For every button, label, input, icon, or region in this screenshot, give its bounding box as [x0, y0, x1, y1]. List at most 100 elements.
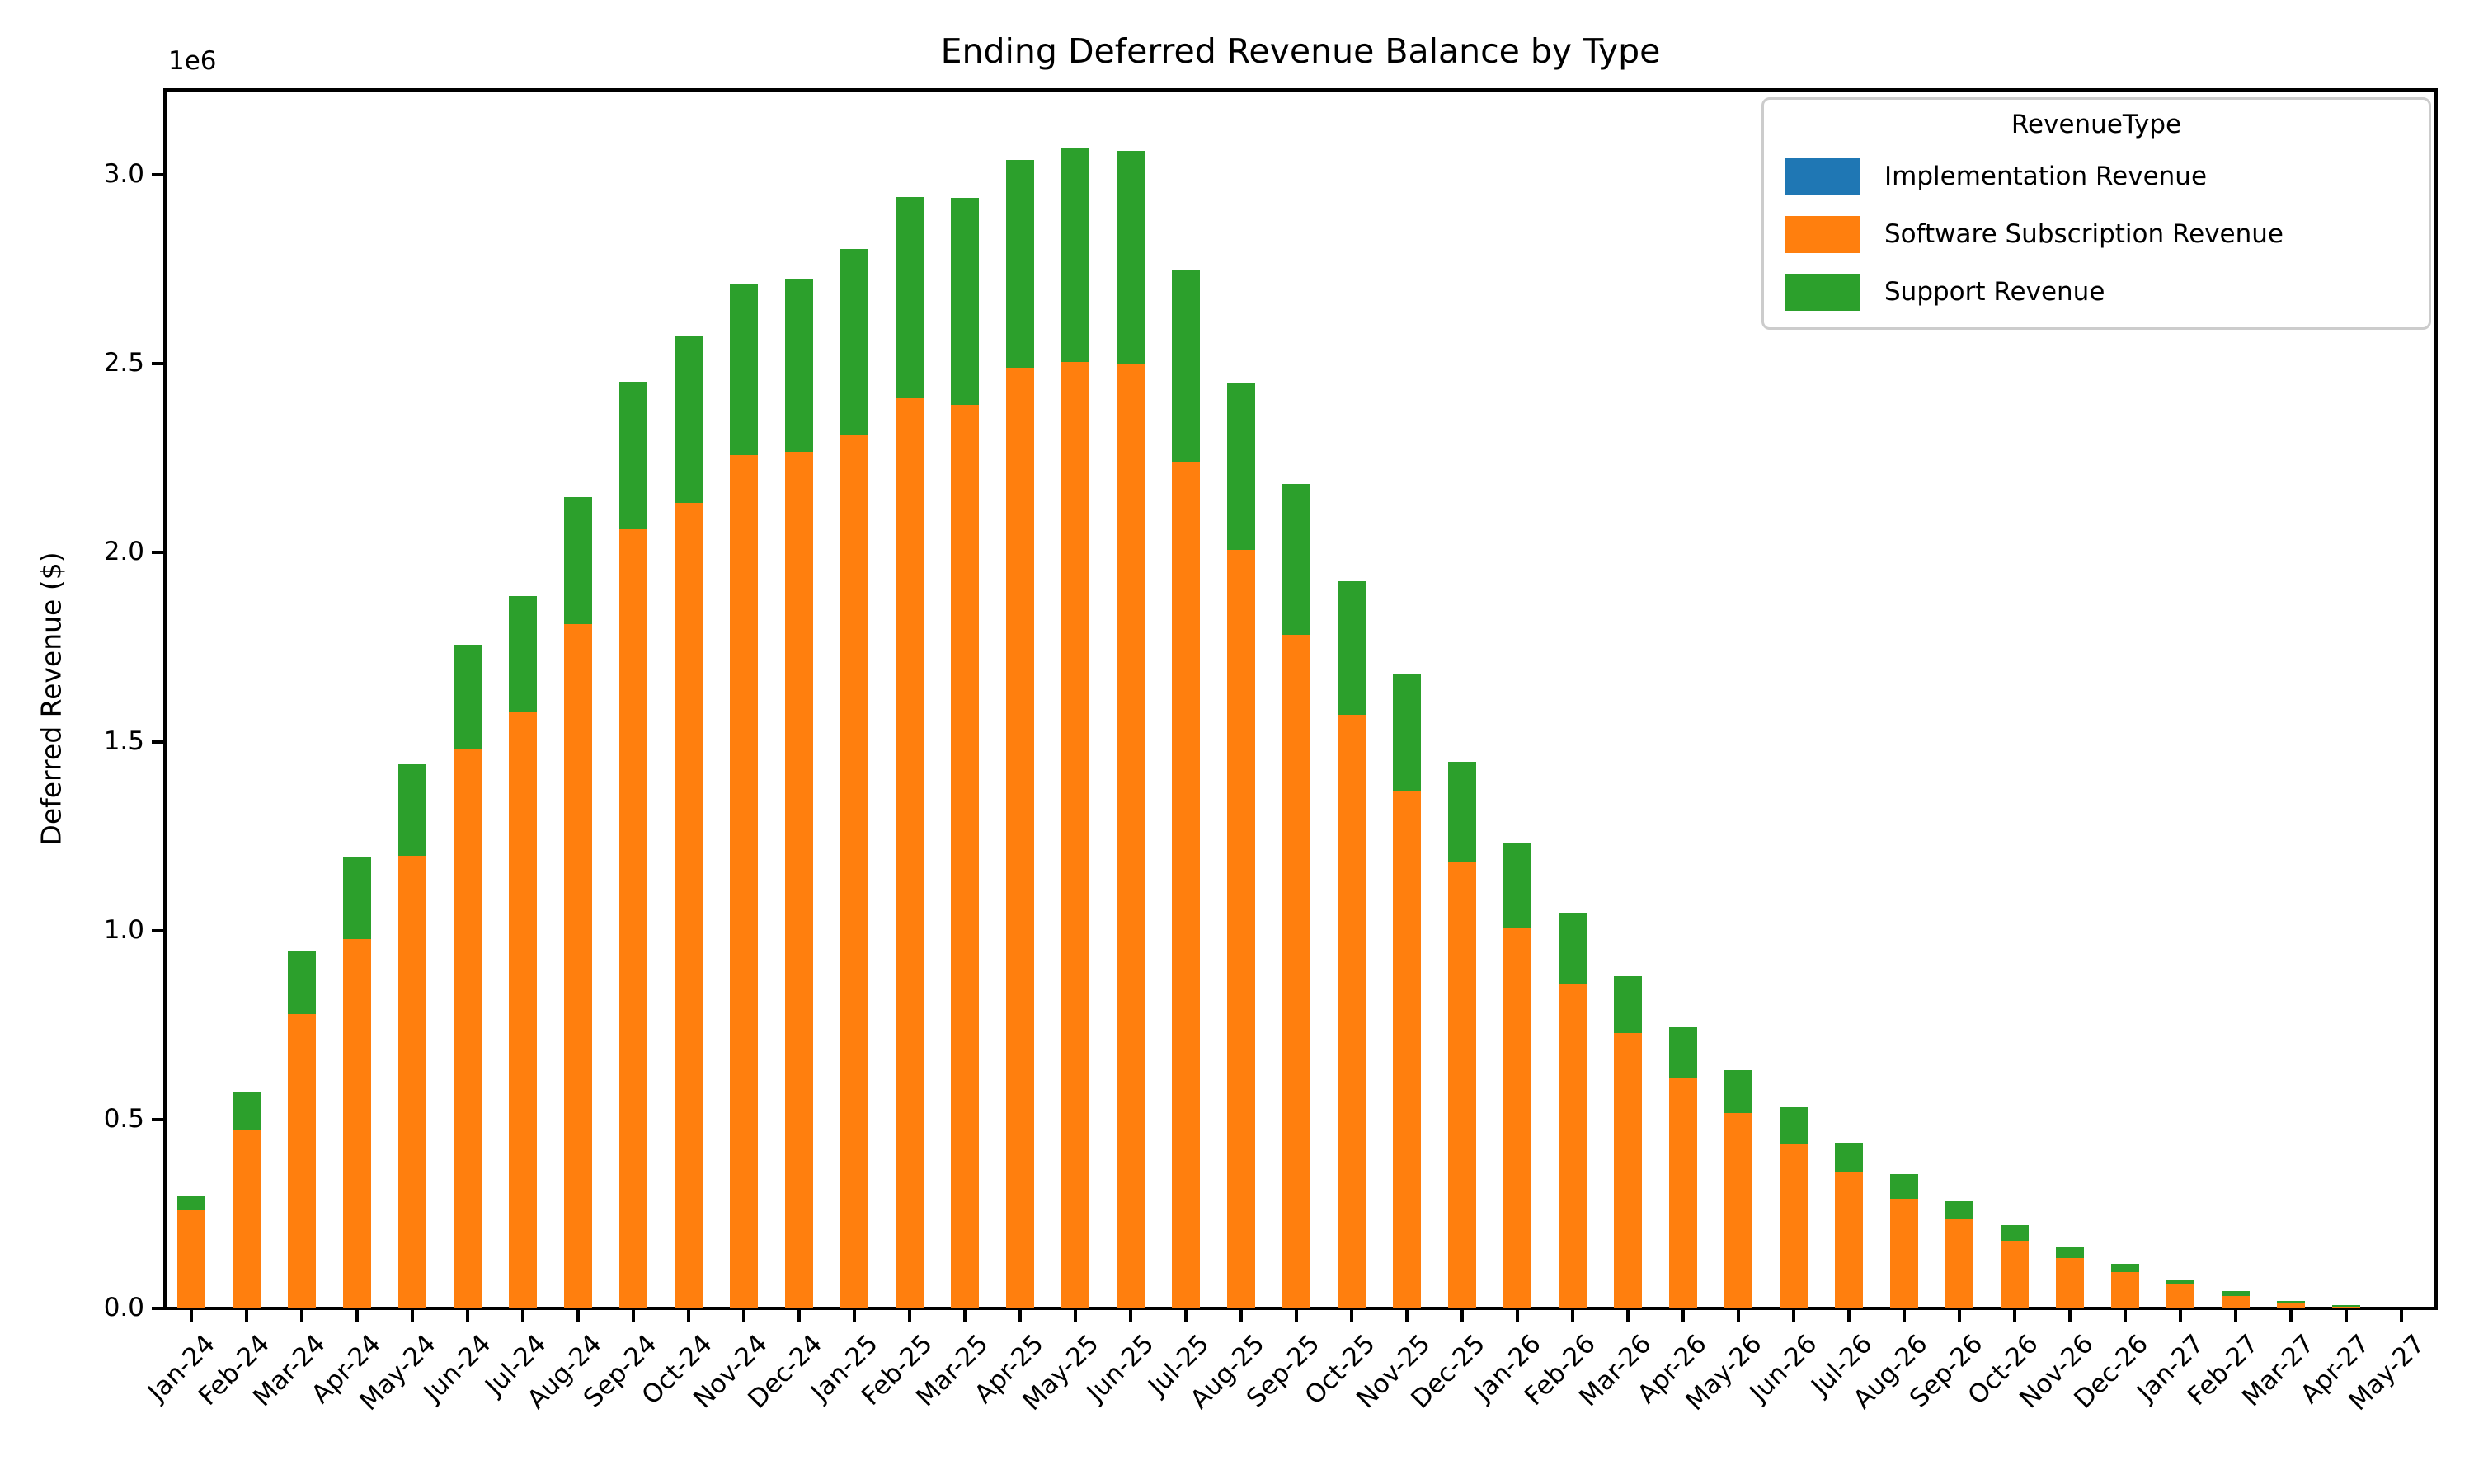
bar-segment	[1890, 1174, 1918, 1199]
x-tick-mark	[2234, 1310, 2237, 1322]
y-tick-mark	[152, 740, 163, 744]
x-tick-mark	[466, 1310, 469, 1322]
bar-segment	[1393, 791, 1421, 1308]
bar-segment	[1503, 928, 1531, 1308]
bar-segment	[1227, 383, 1255, 550]
y-tick-label: 1.0	[103, 915, 144, 945]
x-tick-mark	[300, 1310, 303, 1322]
bar-segment	[2222, 1291, 2250, 1296]
x-tick-mark	[632, 1310, 635, 1322]
bar-segment	[951, 405, 979, 1308]
bar-segment	[1614, 1033, 1642, 1308]
bar-segment	[1338, 581, 1366, 715]
bar-segment	[1669, 1027, 1697, 1078]
x-tick-mark	[355, 1310, 359, 1322]
bar-segment	[1282, 484, 1310, 635]
bar-segment	[1172, 270, 1200, 462]
x-tick-mark	[1129, 1310, 1132, 1322]
legend-title: RevenueType	[2011, 110, 2182, 139]
bar-segment	[675, 336, 703, 503]
bar-segment	[2056, 1247, 2084, 1258]
bar-segment	[1393, 674, 1421, 791]
x-tick-mark	[521, 1310, 524, 1322]
bar-segment	[896, 398, 924, 1308]
bar-segment	[454, 645, 482, 749]
bar-segment	[896, 197, 924, 398]
y-tick-label: 0.5	[103, 1104, 144, 1134]
y-tick-label: 0.0	[103, 1293, 144, 1322]
bar-segment	[840, 435, 868, 1308]
bar-segment	[1780, 1107, 1808, 1144]
y-axis-offset-label: 1e6	[168, 46, 217, 76]
x-tick-mark	[1847, 1310, 1851, 1322]
x-tick-mark	[687, 1310, 690, 1322]
bar-segment	[1061, 148, 1089, 362]
bar-segment	[1724, 1113, 1752, 1308]
x-tick-mark	[1184, 1310, 1188, 1322]
bar-segment	[785, 452, 813, 1308]
bar-segment	[2332, 1307, 2360, 1308]
y-tick-label: 3.0	[103, 159, 144, 189]
bar-segment	[2277, 1303, 2305, 1308]
bar-segment	[1006, 160, 1034, 368]
x-tick-mark	[1792, 1310, 1795, 1322]
bar-segment	[1448, 762, 1476, 862]
x-tick-mark	[1074, 1310, 1077, 1322]
x-tick-mark	[1516, 1310, 1519, 1322]
x-tick-mark	[411, 1310, 414, 1322]
x-tick-mark	[963, 1310, 967, 1322]
x-tick-mark	[853, 1310, 856, 1322]
x-tick-mark	[1681, 1310, 1685, 1322]
bar-segment	[564, 497, 592, 624]
bar-segment	[1117, 364, 1145, 1308]
bar-segment	[2332, 1305, 2360, 1307]
bar-segment	[177, 1196, 205, 1210]
bar-segment	[233, 1092, 261, 1130]
bar-segment	[785, 279, 813, 452]
x-tick-mark	[2289, 1310, 2293, 1322]
bar-segment	[1172, 462, 1200, 1308]
x-tick-mark	[1460, 1310, 1464, 1322]
x-tick-mark	[1626, 1310, 1630, 1322]
bar-segment	[288, 1014, 316, 1308]
legend-swatch	[1785, 273, 1860, 311]
bar-segment	[1503, 843, 1531, 928]
y-tick-mark	[152, 551, 163, 554]
x-tick-mark	[742, 1310, 745, 1322]
legend-swatch	[1785, 157, 1860, 195]
x-tick-mark	[190, 1310, 193, 1322]
bar-segment	[1614, 976, 1642, 1033]
x-tick-mark	[1405, 1310, 1409, 1322]
chart-title: Ending Deferred Revenue Balance by Type	[940, 31, 1661, 71]
x-tick-mark	[2345, 1310, 2348, 1322]
x-tick-mark	[245, 1310, 248, 1322]
y-axis-label: Deferred Revenue ($)	[35, 552, 68, 846]
y-tick-mark	[152, 362, 163, 365]
bar-segment	[398, 856, 426, 1308]
bar-segment	[1061, 362, 1089, 1308]
bar-segment	[1559, 913, 1587, 984]
x-tick-mark	[2068, 1310, 2072, 1322]
x-tick-mark	[2179, 1310, 2182, 1322]
bar-segment	[509, 712, 537, 1308]
legend-item: Software Subscription Revenue	[1764, 205, 2429, 263]
legend-label: Support Revenue	[1884, 277, 2105, 307]
y-tick-mark	[152, 1118, 163, 1121]
bar-segment	[564, 624, 592, 1308]
bar-segment	[675, 503, 703, 1308]
y-tick-mark	[152, 173, 163, 176]
y-tick-label: 2.5	[103, 348, 144, 378]
bar-segment	[730, 284, 758, 455]
legend-swatch	[1785, 215, 1860, 253]
bar-segment	[343, 857, 371, 939]
bar-segment	[2222, 1296, 2250, 1308]
legend-label: Software Subscription Revenue	[1884, 219, 2284, 249]
bar-segment	[1006, 368, 1034, 1308]
bar-segment	[2001, 1241, 2029, 1308]
bar-segment	[343, 939, 371, 1308]
x-tick-mark	[1737, 1310, 1740, 1322]
x-tick-mark	[1018, 1310, 1022, 1322]
x-tick-mark	[2400, 1310, 2403, 1322]
x-tick-mark	[576, 1310, 580, 1322]
